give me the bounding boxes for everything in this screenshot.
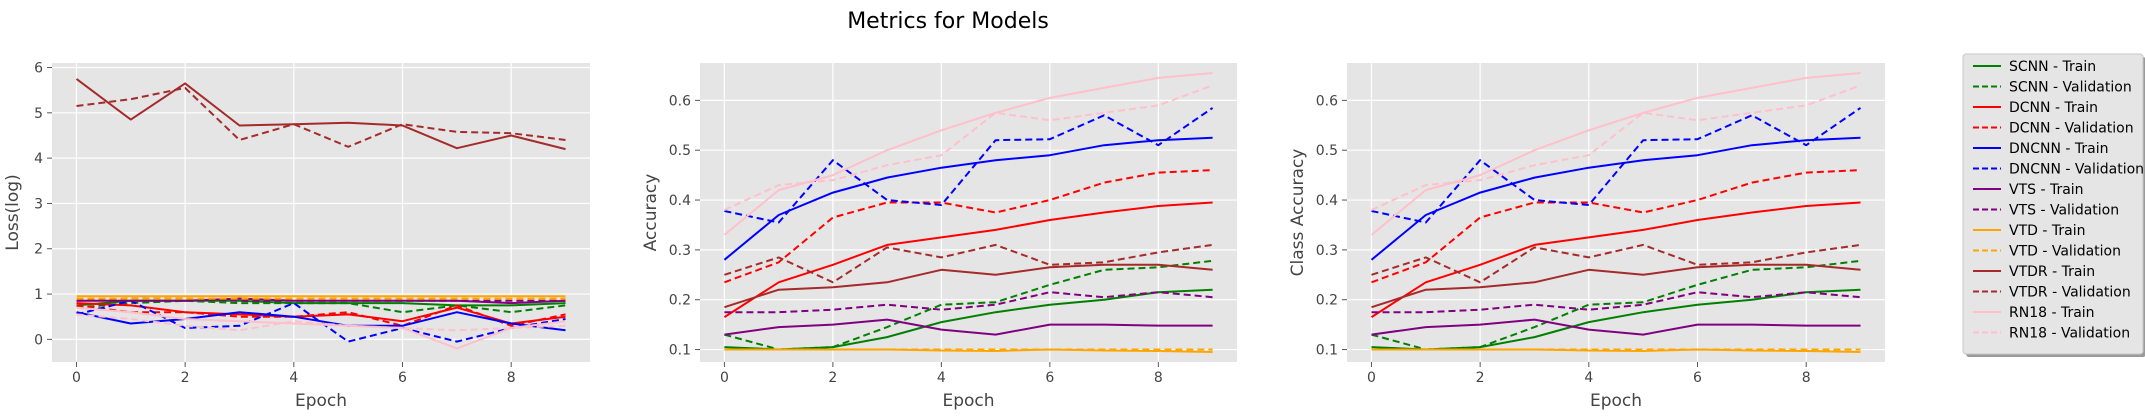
y-tick-label: 0.1 [669, 343, 691, 359]
x-axis-label: Epoch [942, 391, 994, 411]
legend-label: RN18 - Validation [2009, 326, 2130, 342]
x-tick-label: 2 [828, 370, 837, 386]
series-line-vtdr-validation [724, 243, 1213, 284]
y-tick-label: 0.2 [669, 293, 691, 309]
legend-label: VTD - Train [2009, 223, 2085, 239]
x-tick-label: 0 [720, 370, 729, 386]
class-accuracy-subplot: 0 2 4 6 8 0.1 0.2 0.3 0.4 0.5 0.6 Epoch Class Accura… [1288, 63, 1885, 411]
legend-label: VTDR - Train [2009, 264, 2095, 280]
loss-subplot: 0 2 4 6 8 0 1 2 3 4 5 6 Epoch Loss(log) [3, 61, 590, 411]
legend: SCNN - Train SCNN - Validation DCNN - Trai… [1962, 53, 2145, 357]
series-line-rn18-train [76, 306, 566, 350]
y-tick-label: 4 [34, 151, 43, 167]
series-line-rn18-validation [76, 313, 566, 332]
x-tick-label: 6 [1693, 370, 1702, 386]
y-tick-label: 0.3 [669, 243, 691, 259]
series-line-dncnn-train [76, 311, 566, 332]
series-line-dncnn-validation [1371, 107, 1862, 224]
legend-box [1962, 53, 2144, 355]
y-tick-label: 5 [34, 106, 43, 122]
y-tick-label: 0.4 [669, 193, 691, 209]
series-line-vtdr-validation [1371, 243, 1861, 284]
x-tick-label: 4 [289, 370, 298, 386]
legend-label: VTS - Validation [2009, 203, 2119, 219]
series-line-vts-train [1371, 318, 1861, 336]
x-tick-label: 6 [1045, 370, 1054, 386]
legend-label: DNCNN - Train [2009, 141, 2109, 157]
plot-area [700, 63, 1237, 362]
y-tick-label: 3 [34, 196, 43, 212]
x-tick-label: 0 [72, 370, 81, 386]
series-line-rn18-train [723, 72, 1213, 236]
series-line-dcnn-train [723, 201, 1213, 318]
series-line-rn18-validation [1371, 84, 1861, 211]
y-tick-label: 1 [34, 287, 43, 303]
x-tick-label: 2 [181, 370, 190, 386]
series-line-dcnn-validation [1371, 169, 1861, 284]
legend-label: DCNN - Train [2009, 100, 2098, 116]
y-tick-label: 0.5 [1316, 143, 1338, 159]
y-axis-label: Accuracy [641, 174, 661, 252]
y-tick-label: 0.1 [1316, 343, 1338, 359]
x-tick-label: 6 [398, 370, 407, 386]
legend-label: DNCNN - Validation [2009, 162, 2144, 178]
series-line-dcnn-train [76, 302, 566, 325]
series-line-dcnn-train [1370, 201, 1861, 318]
x-tick-label: 4 [937, 370, 946, 386]
y-tick-label: 0.6 [1316, 93, 1338, 109]
series-line-dcnn-validation [76, 304, 566, 327]
series-line-scnn-validation [76, 299, 566, 314]
series-line-vts-train [724, 318, 1213, 336]
y-tick-label: 0.6 [669, 93, 691, 109]
y-axis-label: Class Accuracy [1288, 149, 1308, 277]
legend-label: SCNN - Train [2009, 59, 2096, 75]
x-axis-label: Epoch [1590, 391, 1642, 411]
figure-title: Metrics for Models [847, 9, 1049, 34]
x-tick-label: 4 [1584, 370, 1593, 386]
series-line-vts-validation [1371, 291, 1861, 314]
series-line-vtdr-train [1371, 263, 1861, 309]
series-line-vtdr-train [724, 263, 1213, 309]
x-tick-label: 8 [1802, 370, 1811, 386]
y-tick-label: 0.5 [669, 143, 691, 159]
series-line-dncnn-validation [724, 107, 1214, 224]
series-line-dncnn-train [1370, 136, 1861, 261]
series-line-rn18-train [1370, 72, 1861, 236]
x-axis-label: Epoch [295, 391, 347, 411]
x-tick-label: 8 [507, 370, 516, 386]
y-tick-label: 2 [34, 242, 43, 258]
x-tick-label: 8 [1154, 370, 1163, 386]
series-line-dncnn-train [723, 136, 1213, 261]
series-line-scnn-validation [1371, 259, 1861, 351]
legend-label: RN18 - Train [2009, 305, 2095, 321]
series-line-vts-validation [724, 291, 1213, 314]
y-tick-label: 0.4 [1316, 193, 1338, 209]
legend-label: VTS - Train [2009, 182, 2084, 198]
series-line-vtdr-train [75, 78, 566, 151]
legend-label: VTDR - Validation [2009, 285, 2131, 301]
plot-area [1347, 63, 1885, 362]
accuracy-subplot: 0 2 4 6 8 0.1 0.2 0.3 0.4 0.5 0.6 Epoch Accuracy [641, 63, 1237, 411]
series-line-vtdr-validation [76, 86, 566, 148]
plot-area [52, 63, 590, 362]
y-tick-label: 6 [34, 61, 43, 77]
y-tick-label: 0.3 [1316, 243, 1338, 259]
y-tick-label: 0 [34, 332, 43, 348]
x-tick-label: 0 [1367, 370, 1376, 386]
y-axis-label: Loss(log) [3, 174, 23, 250]
y-tick-label: 0.2 [1316, 293, 1338, 309]
legend-label: SCNN - Validation [2009, 80, 2132, 96]
series-line-rn18-validation [723, 84, 1213, 211]
series-line-dcnn-validation [724, 169, 1213, 284]
series-line-scnn-validation [724, 259, 1213, 351]
legend-label: DCNN - Validation [2009, 121, 2134, 137]
x-tick-label: 2 [1476, 370, 1485, 386]
legend-label: VTD - Validation [2009, 244, 2121, 260]
